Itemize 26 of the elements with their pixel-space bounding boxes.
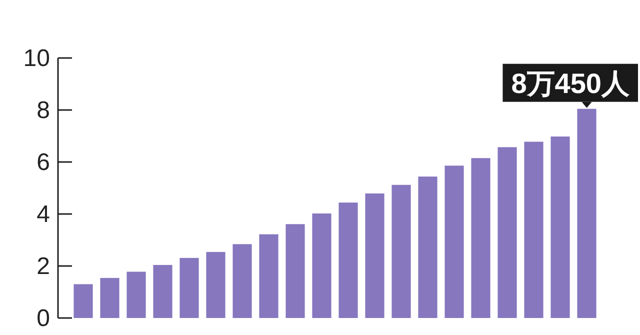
bar [312, 213, 332, 318]
bar [259, 234, 278, 318]
bar [524, 142, 544, 318]
y-tick-label: 8 [36, 97, 50, 124]
y-tick-label: 0 [36, 305, 50, 332]
y-tick-label: 6 [36, 149, 50, 176]
y-tick-label: 2 [36, 253, 50, 280]
bar [392, 184, 411, 318]
bar [74, 284, 93, 318]
bar [180, 258, 199, 318]
bar [286, 224, 305, 318]
bar [365, 193, 384, 318]
bar [232, 244, 252, 318]
bar [126, 272, 146, 318]
bar [498, 147, 517, 318]
bar [418, 176, 438, 318]
bar [338, 202, 358, 318]
y-tick-label: 4 [36, 201, 50, 228]
bar [550, 136, 570, 318]
bar [153, 264, 172, 318]
y-tick-label: 10 [23, 45, 50, 72]
data-label: 8万450人 [511, 68, 630, 99]
bar [206, 252, 226, 318]
bar [100, 278, 120, 318]
bar [444, 166, 464, 318]
bar [471, 158, 490, 318]
